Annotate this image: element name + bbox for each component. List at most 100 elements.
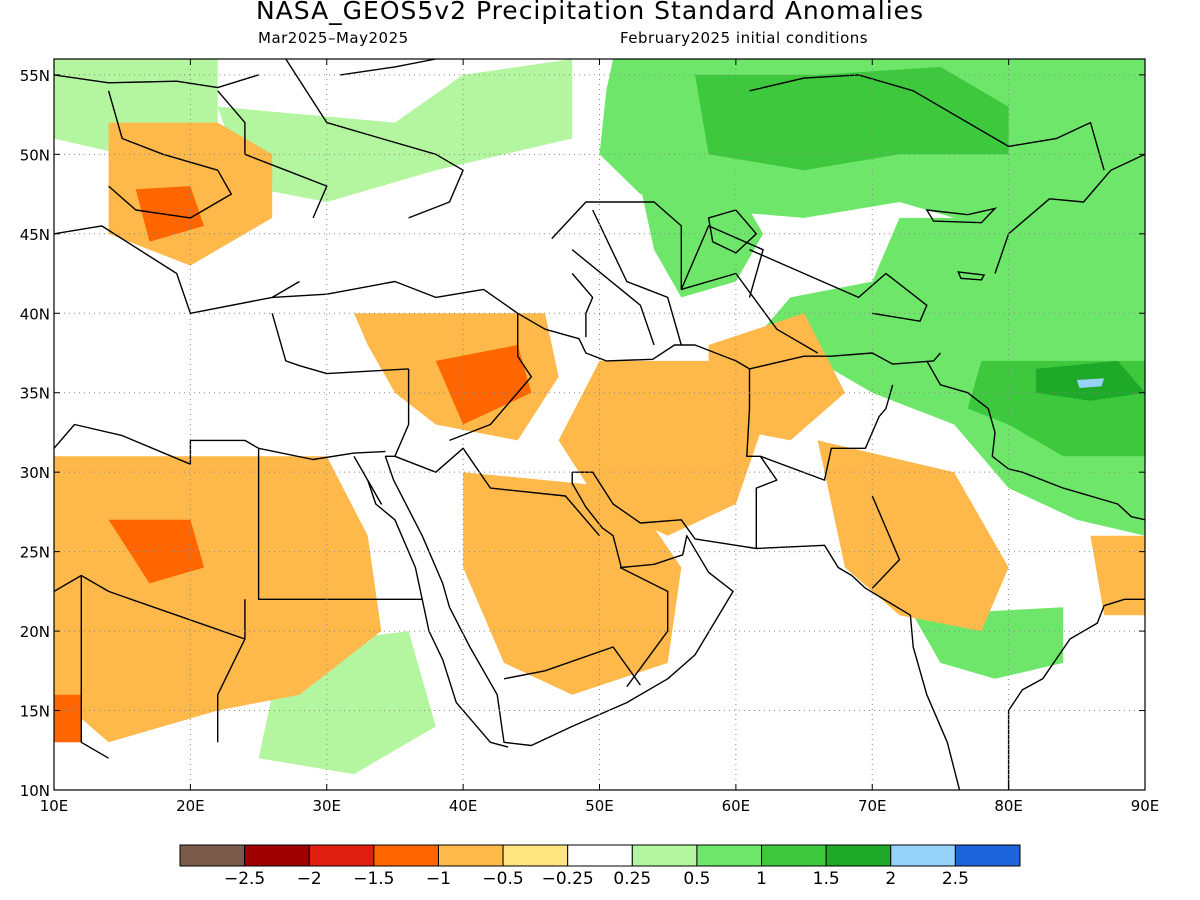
colorbar-swatch bbox=[631, 844, 698, 867]
colorbar-label: 0.5 bbox=[683, 869, 710, 889]
lat-tick-label: 15N bbox=[20, 703, 50, 721]
lat-tick-label: 30N bbox=[20, 464, 50, 482]
boundary-line bbox=[80, 575, 109, 759]
boundary-line bbox=[285, 59, 464, 219]
colorbar-swatch bbox=[567, 844, 633, 867]
colorbar-label: 2.5 bbox=[942, 869, 969, 889]
boundary-line bbox=[871, 495, 901, 589]
lat-tick-label: 10N bbox=[20, 782, 50, 800]
colorbar-label: −2 bbox=[297, 869, 322, 889]
boundary-line bbox=[571, 249, 655, 346]
boundary-line bbox=[749, 74, 1105, 171]
colorbar-swatch bbox=[825, 844, 892, 867]
colorbar-swatch bbox=[890, 844, 956, 867]
boundary-line bbox=[994, 169, 1112, 274]
boundary-line bbox=[107, 90, 233, 219]
boundary-line bbox=[571, 273, 594, 338]
lon-tick-label: 30E bbox=[312, 797, 341, 815]
boundary-line bbox=[572, 471, 961, 790]
anomaly-shading bbox=[54, 59, 1145, 775]
map-plot-area bbox=[54, 59, 1145, 790]
lon-tick-label: 70E bbox=[858, 797, 887, 815]
boundary-line bbox=[392, 472, 734, 747]
boundary-line bbox=[54, 74, 259, 89]
lon-tick-label: 50E bbox=[585, 797, 614, 815]
boundary-line bbox=[54, 225, 300, 314]
colorbar-label: −0.25 bbox=[542, 869, 594, 889]
boundary-line bbox=[271, 313, 409, 375]
colorbar-label: −2.5 bbox=[224, 869, 265, 889]
boundary-line bbox=[449, 355, 532, 442]
colorbar-swatch bbox=[761, 844, 827, 867]
anomaly-region-pakistan-dry bbox=[708, 313, 845, 441]
lon-tick-label: 20E bbox=[176, 797, 205, 815]
lat-tick-label: 20N bbox=[20, 623, 50, 641]
lon-tick-label: 80E bbox=[994, 797, 1023, 815]
anomaly-region-ukraine-green bbox=[217, 59, 573, 202]
boundary-line bbox=[353, 455, 509, 748]
colorbar-label: 2 bbox=[885, 869, 896, 889]
boundary-line bbox=[619, 566, 669, 688]
colorbar-label: 0.25 bbox=[613, 869, 651, 889]
anomaly-region-hungary-deep bbox=[135, 186, 204, 242]
lake-outline bbox=[925, 207, 998, 224]
anomaly-region-sahara-deep bbox=[108, 519, 204, 584]
boundary-line bbox=[54, 574, 246, 640]
boundary-line bbox=[1007, 598, 1145, 790]
anomaly-region-kazakh-core bbox=[695, 66, 1009, 171]
colorbar-swatch bbox=[502, 844, 569, 867]
anomaly-region-bangladesh-dry bbox=[1090, 535, 1145, 616]
colorbar-swatch bbox=[308, 844, 375, 867]
colorbar-swatch bbox=[179, 844, 246, 867]
lat-tick-label: 45N bbox=[20, 226, 50, 244]
lake-outline bbox=[957, 271, 986, 281]
colorbar-label: 1.5 bbox=[813, 869, 840, 889]
colorbar-label: −0.5 bbox=[482, 869, 523, 889]
forecast-period: Mar2025–May2025 bbox=[258, 29, 409, 47]
boundary-line bbox=[503, 646, 641, 686]
lat-tick-label: 25N bbox=[20, 544, 50, 562]
boundary-line bbox=[749, 249, 928, 322]
lon-tick-label: 60E bbox=[722, 797, 751, 815]
colorbar-swatch bbox=[954, 844, 1021, 867]
colorbar-swatch bbox=[696, 844, 763, 867]
boundary-line bbox=[340, 59, 436, 76]
boundary-line bbox=[760, 384, 894, 481]
lake-outline bbox=[707, 209, 758, 254]
lat-tick-label: 50N bbox=[20, 146, 50, 164]
lon-tick-label: 40E bbox=[449, 797, 478, 815]
colorbar-swatch bbox=[373, 844, 439, 867]
initial-conditions: February2025 initial conditions bbox=[620, 29, 869, 47]
colorbar-label: −1 bbox=[426, 869, 451, 889]
anomaly-region-syria-deep bbox=[435, 345, 532, 425]
boundary-line bbox=[592, 209, 682, 346]
boundary-line bbox=[517, 312, 750, 370]
lon-tick-label: 10E bbox=[40, 797, 69, 815]
anomaly-region-india-green bbox=[913, 607, 1064, 679]
anomaly-region-arabia-dry bbox=[463, 472, 682, 695]
boundary-line bbox=[681, 272, 819, 354]
lat-tick-label: 40N bbox=[20, 305, 50, 323]
boundary-line bbox=[1110, 153, 1145, 171]
boundary-line bbox=[749, 352, 941, 370]
anomaly-region-india-dry bbox=[817, 440, 1009, 632]
boundary-line bbox=[551, 201, 764, 298]
boundary-line bbox=[394, 447, 601, 537]
boundary-line bbox=[257, 448, 423, 600]
axis-ticks: 10E 20E 30E 40E 50E 60E 70E 80E 90E 10N 15N 20N 25N 3… bbox=[20, 59, 1160, 815]
anomaly-region-sahara-west-deep bbox=[54, 694, 82, 743]
boundary-line bbox=[54, 423, 386, 465]
lat-tick-label: 35N bbox=[20, 385, 50, 403]
anomaly-region-tibet-blue bbox=[1076, 378, 1105, 388]
colorbar: −2.5 −2 −1.5 −1 −0.5 −0.25 0.25 0.5 1 1.5 2 2.5 bbox=[179, 844, 1021, 889]
colorbar-swatch bbox=[244, 844, 310, 867]
lat-tick-label: 55N bbox=[20, 67, 50, 85]
colorbar-label: −1.5 bbox=[353, 869, 394, 889]
colorbar-label: 1 bbox=[756, 869, 767, 889]
boundary-line bbox=[217, 90, 328, 219]
lon-tick-label: 90E bbox=[1131, 797, 1160, 815]
colorbar-swatch bbox=[437, 844, 504, 867]
boundary-line bbox=[926, 360, 1145, 521]
graticule bbox=[54, 59, 1145, 790]
